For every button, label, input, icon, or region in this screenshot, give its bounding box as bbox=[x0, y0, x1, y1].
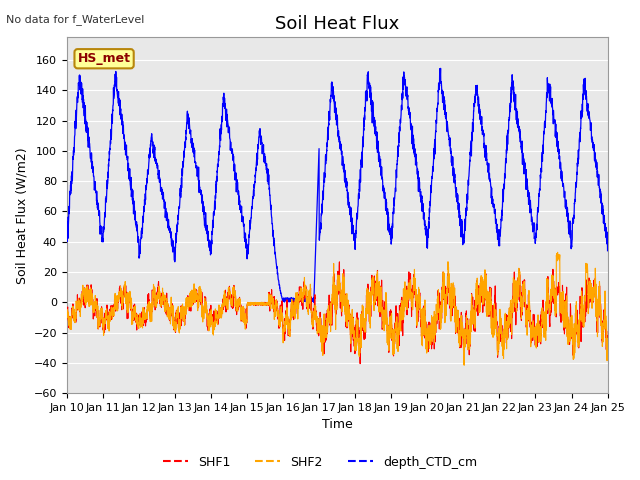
Title: Soil Heat Flux: Soil Heat Flux bbox=[275, 15, 399, 33]
Text: HS_met: HS_met bbox=[77, 52, 131, 65]
Y-axis label: Soil Heat Flux (W/m2): Soil Heat Flux (W/m2) bbox=[15, 147, 28, 284]
X-axis label: Time: Time bbox=[322, 419, 353, 432]
Legend: SHF1, SHF2, depth_CTD_cm: SHF1, SHF2, depth_CTD_cm bbox=[158, 451, 482, 474]
Text: No data for f_WaterLevel: No data for f_WaterLevel bbox=[6, 14, 145, 25]
